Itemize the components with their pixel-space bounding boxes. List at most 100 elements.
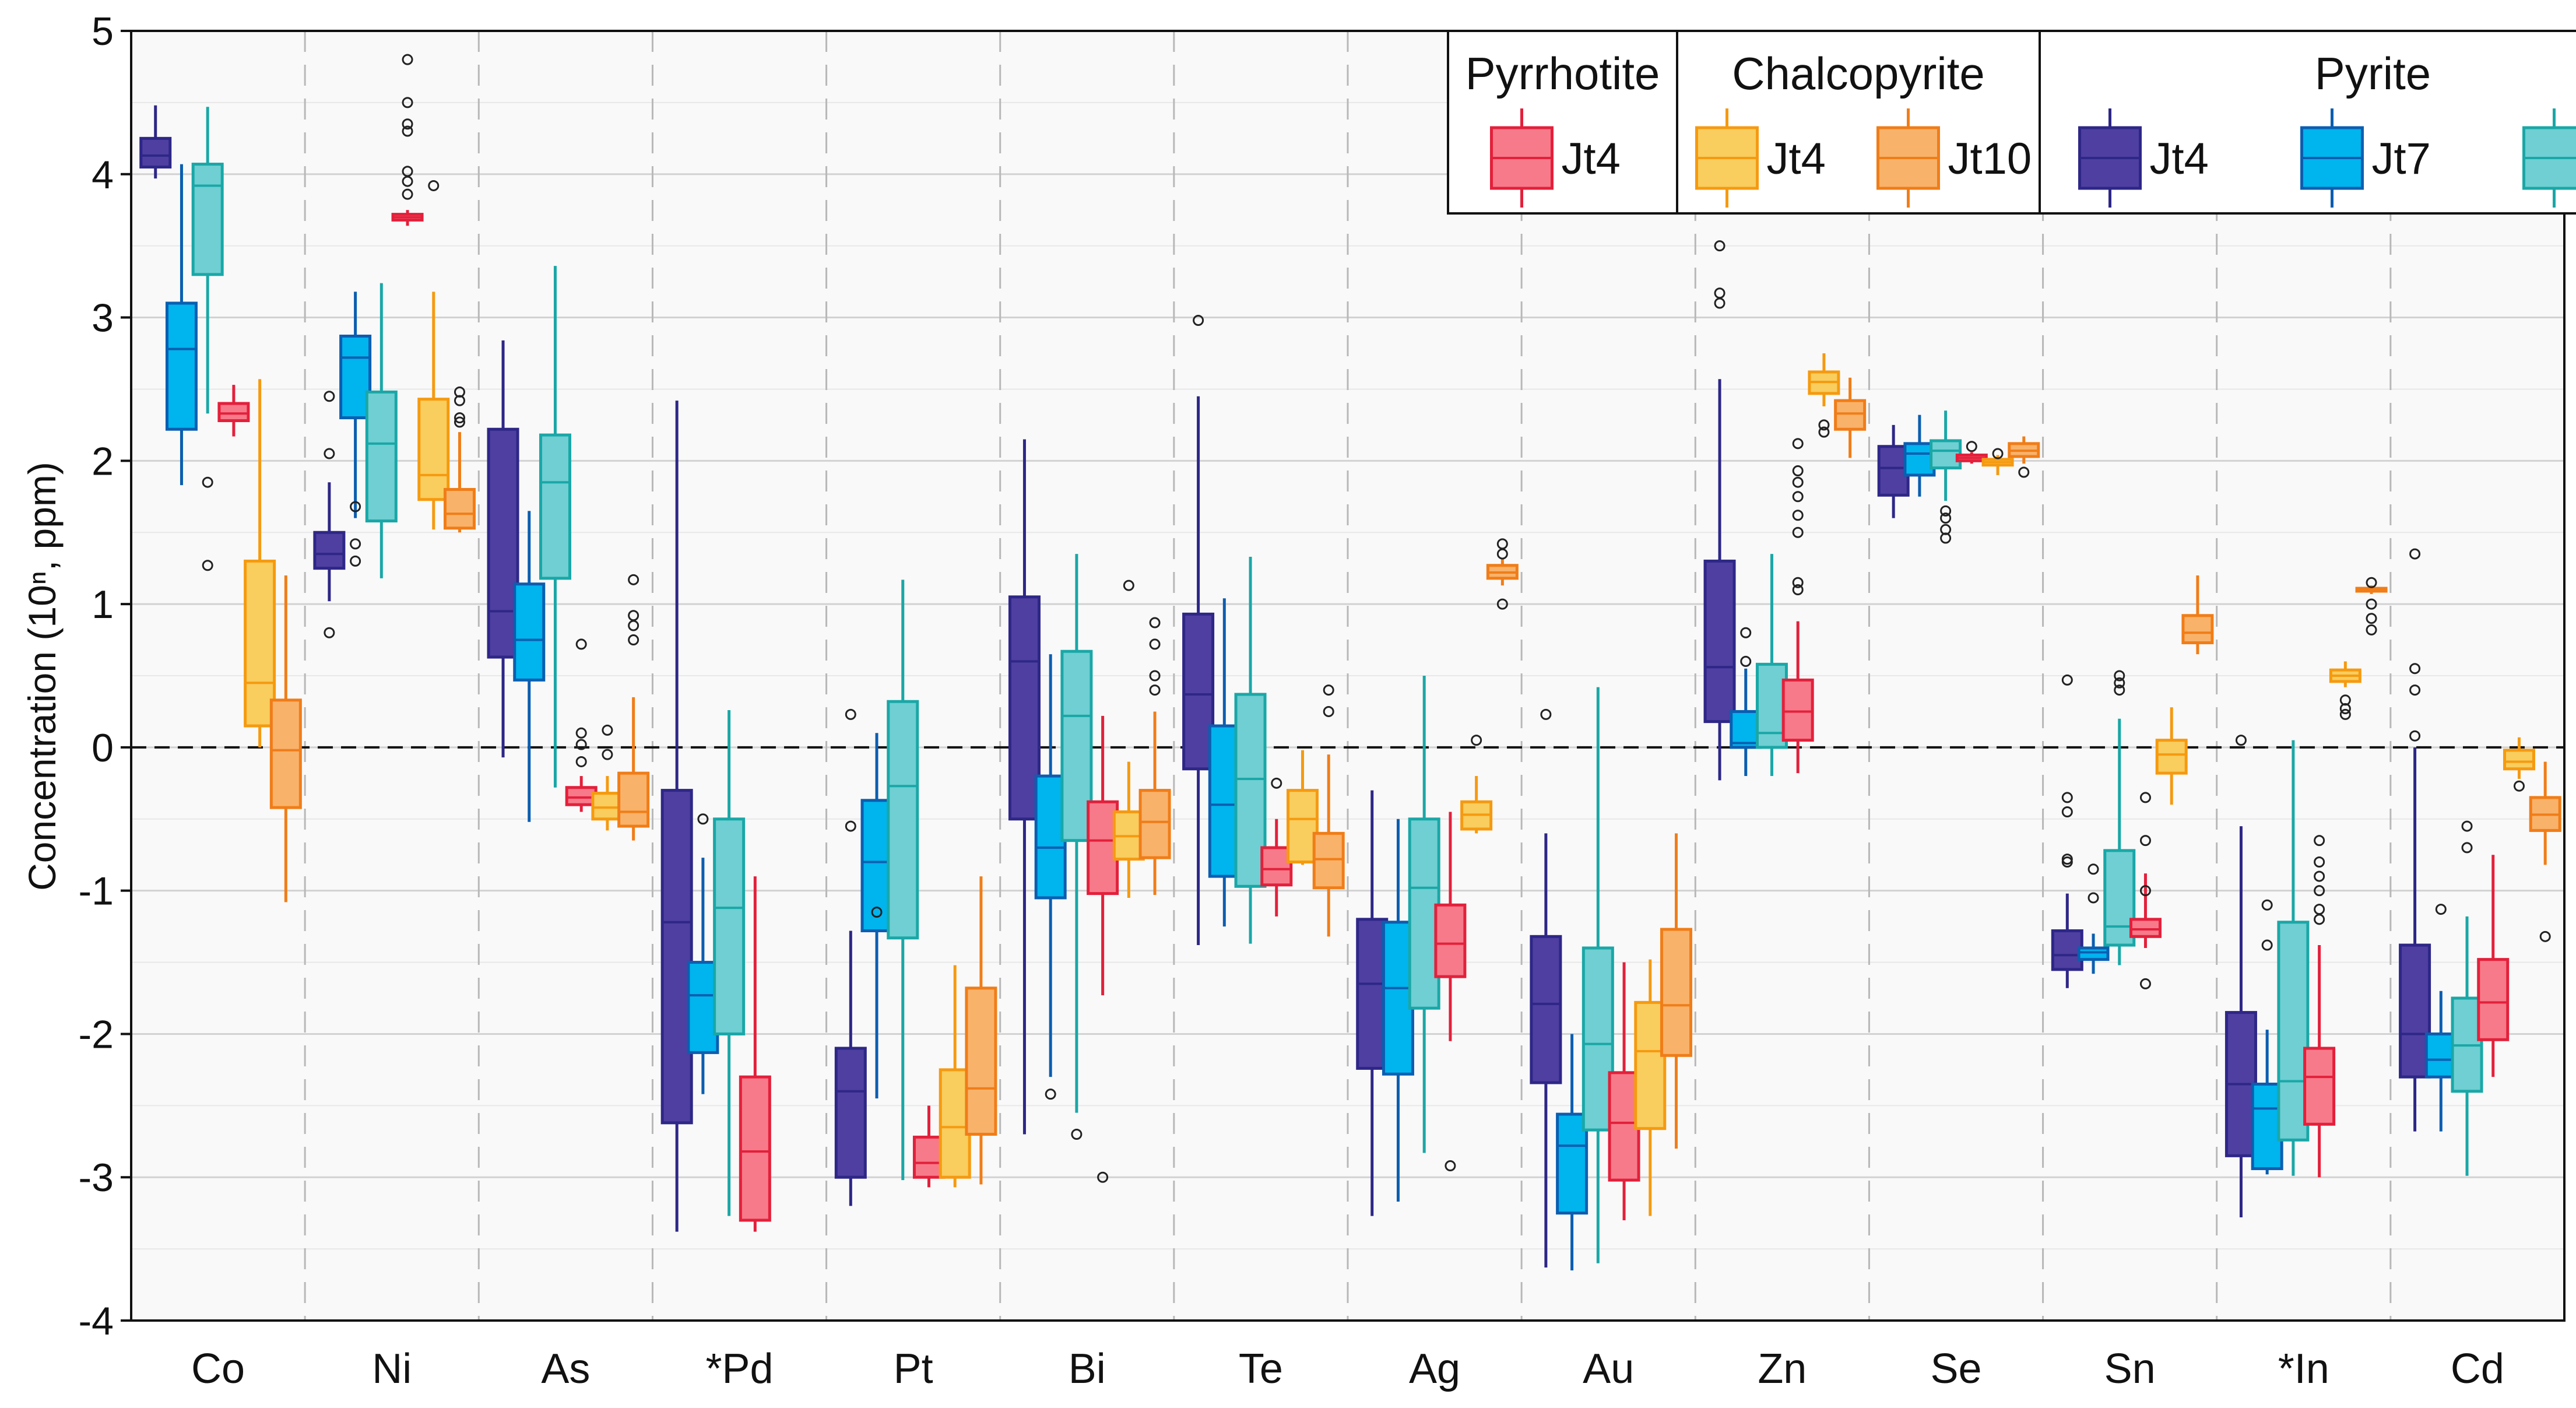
outlier-point (2435, 904, 2447, 915)
x-tick-label: Te (1239, 1346, 1283, 1392)
box-py_jt10-*In (2277, 740, 2310, 1176)
outlier-point (1792, 526, 1804, 538)
box-series (139, 105, 2561, 1270)
y-tick-label: 1 (92, 582, 114, 627)
outlier-point (350, 501, 361, 512)
box (2477, 958, 2510, 1041)
outlier-point (402, 118, 413, 130)
box (834, 1047, 867, 1179)
series-py_jt4 (139, 105, 2431, 1268)
outlier-point (1323, 705, 1334, 717)
outlier-point (2314, 856, 2325, 868)
x-tick-label: Pt (894, 1346, 933, 1392)
series-py_jt7 (165, 164, 2457, 1270)
series-po_jt4 (217, 210, 2510, 1232)
box-py_jt7-Te (1208, 598, 1240, 927)
outlier-point (2114, 670, 2125, 682)
box-py_jt4-Bi (1008, 439, 1041, 1135)
outlier-point (575, 739, 587, 750)
outlier-point (402, 54, 413, 65)
outlier-point (1097, 1171, 1109, 1183)
box-cp_jt10-Bi (1138, 711, 1171, 896)
outlier-point (402, 97, 413, 108)
box-py_jt4-*In (2224, 826, 2257, 1218)
x-tick-label: Sn (2104, 1346, 2156, 1392)
box-cp_jt4-Sn (2155, 707, 2188, 805)
outlier-point (2261, 899, 2273, 911)
box (2303, 1047, 2336, 1126)
x-tick-label: As (541, 1346, 590, 1392)
box-py_jt10-Au (1582, 687, 1614, 1263)
box (2155, 739, 2188, 775)
box (617, 771, 650, 828)
outlier-point (2061, 806, 2073, 817)
x-tick-label: *Pd (705, 1346, 773, 1392)
box (1634, 1000, 1667, 1130)
box (191, 163, 224, 276)
outlier-point (1818, 426, 1830, 438)
box (417, 398, 450, 501)
box (939, 1068, 971, 1179)
outlier-point (2114, 677, 2125, 689)
box (443, 487, 476, 530)
legend-entry: Jt10 (1876, 108, 2032, 208)
outlier-point (1818, 419, 1830, 431)
box (860, 799, 893, 932)
box (2181, 614, 2214, 644)
outlier-point (2409, 730, 2421, 742)
box (2277, 921, 2310, 1142)
outlier-point (428, 180, 440, 191)
outlier-points (202, 54, 2551, 1183)
outlier-point (2339, 694, 2351, 706)
outlier-point (1740, 627, 1752, 638)
box-py_jt7-As (513, 511, 546, 822)
y-tick-label: 5 (92, 9, 114, 54)
box-cp_jt10-Ag (1486, 558, 1519, 586)
box (217, 402, 250, 423)
box (1877, 445, 1910, 497)
outlier-point (2366, 613, 2377, 624)
box (1260, 846, 1293, 887)
legend-group: Pyrite Jt4 Jt7 Jt10 (2039, 31, 2576, 213)
outlier-point (575, 727, 587, 739)
box-cp_jt4-Ag (1460, 776, 1493, 834)
box-py_jt4-Au (1530, 833, 1562, 1268)
box-po_jt4-Bi (1087, 715, 1119, 996)
box-py_jt4-Te (1182, 396, 1215, 946)
outlier-point (2314, 904, 2325, 915)
box-py_jt10-Bi (1060, 554, 1093, 1113)
outlier-point (1792, 584, 1804, 596)
x-axis: Co Ni As *Pd Pt Bi Te Ag Au Zn Se Sn *In Cd (191, 1346, 2504, 1392)
box (1234, 693, 1267, 888)
box-py_jt10-Sn (2103, 718, 2136, 965)
outlier-point (1323, 684, 1334, 696)
outlier-point (2314, 835, 2325, 847)
box-py_jt7-*In (2251, 1030, 2283, 1175)
box-py_jt4-*Pd (660, 401, 693, 1232)
category-dividers (304, 31, 2392, 1321)
y-tick-label: 2 (92, 439, 114, 483)
outlier-point (2409, 684, 2421, 696)
outlier-point (2409, 548, 2421, 560)
box (1556, 1112, 1589, 1215)
y-tick-label: -2 (79, 1012, 114, 1056)
x-tick-label: Au (1583, 1346, 1634, 1392)
y-axis: -4 -3 -2 -1 0 1 2 3 4 5 (79, 9, 131, 1343)
box (1781, 678, 1814, 742)
outlier-point (1792, 476, 1804, 488)
box (1286, 789, 1319, 864)
outlier-point (2139, 885, 2151, 897)
box (965, 986, 997, 1136)
outlier-point (1940, 524, 1952, 535)
box (313, 531, 346, 570)
box-py_jt4-Cd (2399, 747, 2431, 1132)
box-py_jt10-Ag (1408, 676, 1440, 1153)
box (269, 698, 302, 809)
box-py_jt10-Te (1234, 557, 1267, 944)
outlier-point (2314, 885, 2325, 897)
outlier-point (602, 724, 613, 736)
box (539, 433, 571, 580)
box (165, 301, 198, 431)
box (713, 817, 746, 1035)
box-po_jt4-Ni (391, 210, 424, 226)
